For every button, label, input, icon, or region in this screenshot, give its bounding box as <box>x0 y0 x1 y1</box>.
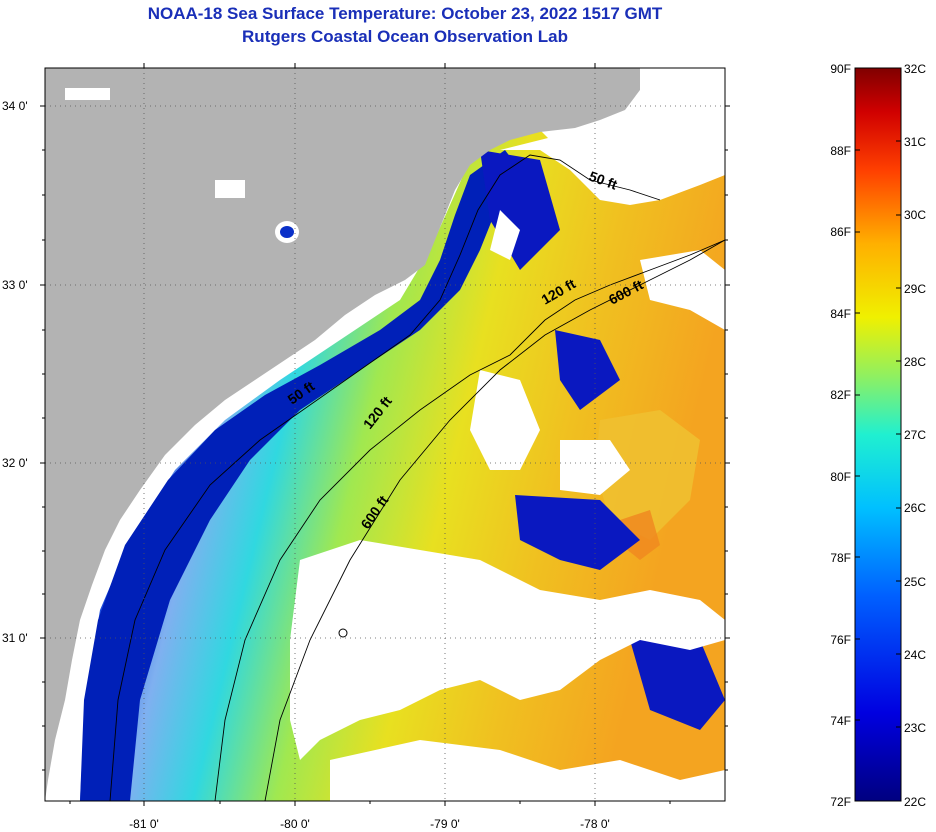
colorbar <box>854 67 902 802</box>
lat-label-31: 31 0' <box>2 631 28 645</box>
lat-label-33: 33 0' <box>2 278 28 292</box>
lon-label-79: -79 0' <box>430 817 460 831</box>
axis-ticks <box>40 63 730 806</box>
map-title: NOAA-18 Sea Surface Temperature: October… <box>147 4 663 23</box>
colorbar-c-label: 30C <box>904 208 926 222</box>
lake-water <box>280 226 294 238</box>
cold-nearshore-band <box>80 150 520 801</box>
land <box>45 68 640 801</box>
colorbar-f-label: 84F <box>830 307 851 321</box>
colorbar-c-label: 29C <box>904 282 926 296</box>
colorbar-f-label: 82F <box>830 388 851 402</box>
cold-filament <box>630 640 725 730</box>
cloud-mask <box>470 370 540 470</box>
lake <box>215 180 245 198</box>
colorbar-f-label: 86F <box>830 225 851 239</box>
cloud-mask <box>330 740 725 801</box>
colorbar-c-label: 25C <box>904 575 926 589</box>
colorbar-f-label: 88F <box>830 144 851 158</box>
colorbar-f-label: 72F <box>830 795 851 809</box>
colorbar-c-label: 31C <box>904 135 926 149</box>
colorbar-f-label: 74F <box>830 714 851 728</box>
map-subtitle: Rutgers Coastal Ocean Observation Lab <box>242 27 568 46</box>
colorbar-f-label: 90F <box>830 62 851 76</box>
warm-patch <box>595 410 700 540</box>
cloud-mask <box>560 440 630 495</box>
contour-50ft <box>109 154 661 801</box>
map-frame <box>44 67 726 802</box>
colorbar-c-label: 22C <box>904 795 926 809</box>
contour-600ft <box>264 239 725 801</box>
cloud-mask <box>290 540 725 760</box>
cold-filament <box>515 495 640 570</box>
island-marker <box>338 628 348 638</box>
colorbar-ticks <box>855 140 901 728</box>
lon-label-78: -78 0' <box>580 817 610 831</box>
cloud-mask <box>490 210 520 260</box>
colorbar-f-label: 80F <box>830 470 851 484</box>
contour-120ft <box>214 239 725 801</box>
colorbar-c-label: 27C <box>904 428 926 442</box>
colorbar-c-label: 23C <box>904 721 926 735</box>
lon-label-81: -81 0' <box>129 817 159 831</box>
lake <box>65 88 110 100</box>
colorbar-c-label: 32C <box>904 62 926 76</box>
lat-label-32: 32 0' <box>2 456 28 470</box>
colorbar-c-label: 28C <box>904 355 926 369</box>
colorbar-f-label: 78F <box>830 551 851 565</box>
lat-label-34: 34 0' <box>2 99 28 113</box>
cloud-mask <box>640 250 725 330</box>
colorbar-f-label: 76F <box>830 633 851 647</box>
graticule <box>45 68 725 801</box>
cold-filament <box>480 150 560 270</box>
cold-filament <box>555 330 620 410</box>
colorbar-c-label: 24C <box>904 648 926 662</box>
lon-label-80: -80 0' <box>280 817 310 831</box>
cloud-mask <box>500 135 725 205</box>
colorbar-c-label: 26C <box>904 501 926 515</box>
map-area: 50 ft 120 ft 600 ft 50 ft 120 ft 600 ft <box>45 68 725 801</box>
